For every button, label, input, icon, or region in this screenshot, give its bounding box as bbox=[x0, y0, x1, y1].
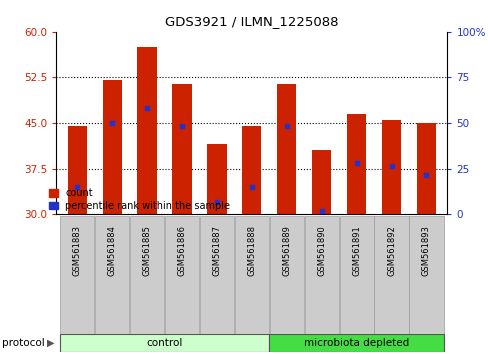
Bar bbox=[242, 126, 261, 214]
Text: ▶: ▶ bbox=[47, 338, 55, 348]
Bar bbox=[381, 120, 400, 214]
Bar bbox=[269, 334, 443, 352]
Bar bbox=[304, 216, 338, 335]
Bar bbox=[408, 216, 443, 335]
Title: GDS3921 / ILMN_1225088: GDS3921 / ILMN_1225088 bbox=[165, 15, 338, 28]
Bar bbox=[207, 144, 226, 214]
Bar bbox=[172, 84, 191, 214]
Bar bbox=[234, 216, 268, 335]
Bar bbox=[60, 216, 94, 335]
Text: control: control bbox=[146, 338, 183, 348]
Bar bbox=[416, 123, 435, 214]
Bar bbox=[102, 80, 122, 214]
Text: GSM561888: GSM561888 bbox=[247, 225, 256, 276]
Text: GSM561889: GSM561889 bbox=[282, 225, 291, 276]
Bar bbox=[277, 84, 296, 214]
Bar bbox=[130, 216, 164, 335]
Bar bbox=[311, 150, 330, 214]
Bar bbox=[374, 216, 408, 335]
Text: GSM561893: GSM561893 bbox=[421, 225, 430, 276]
Text: microbiota depleted: microbiota depleted bbox=[304, 338, 408, 348]
Text: GSM561887: GSM561887 bbox=[212, 225, 221, 276]
Bar bbox=[339, 216, 373, 335]
Bar bbox=[164, 216, 199, 335]
Bar bbox=[95, 216, 129, 335]
Text: GSM561883: GSM561883 bbox=[73, 225, 81, 276]
Text: GSM561886: GSM561886 bbox=[177, 225, 186, 276]
Legend: count, percentile rank within the sample: count, percentile rank within the sample bbox=[49, 188, 230, 211]
Text: GSM561884: GSM561884 bbox=[107, 225, 116, 276]
Bar bbox=[346, 114, 366, 214]
Bar bbox=[60, 334, 269, 352]
Bar bbox=[137, 47, 156, 214]
Text: GSM561891: GSM561891 bbox=[351, 225, 360, 276]
Text: GSM561892: GSM561892 bbox=[386, 225, 395, 276]
Text: GSM561890: GSM561890 bbox=[317, 225, 325, 276]
Bar bbox=[269, 216, 303, 335]
Text: GSM561885: GSM561885 bbox=[142, 225, 151, 276]
Bar bbox=[200, 216, 234, 335]
Bar bbox=[67, 126, 87, 214]
Text: protocol: protocol bbox=[2, 338, 45, 348]
